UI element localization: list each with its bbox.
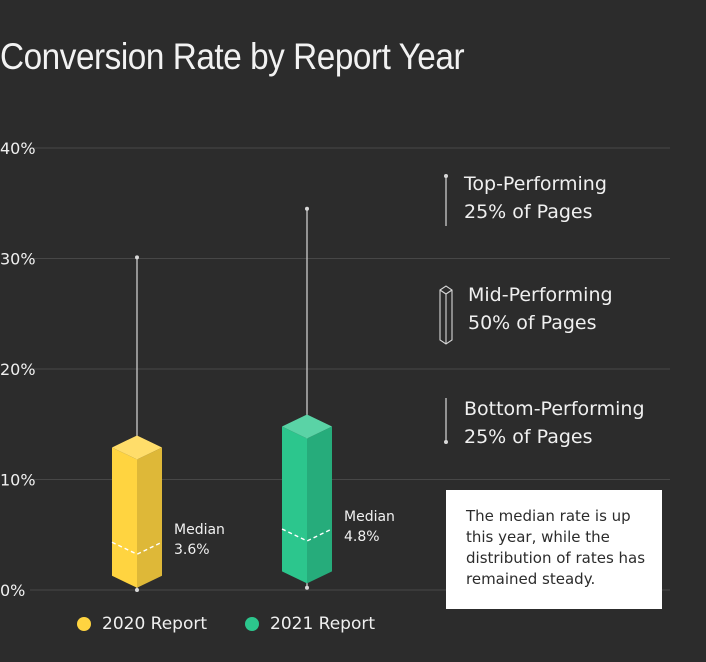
legend-item-2021: 2021 Report	[245, 614, 375, 634]
box-face-left-0	[112, 447, 137, 588]
key-bottom-line1: Bottom-Performing	[464, 398, 645, 420]
key-top-cap	[444, 174, 448, 178]
box-group-0	[111, 255, 163, 592]
median-line-0	[111, 541, 163, 555]
key-mid-prism-edge-a	[439, 289, 447, 295]
median-line-1	[281, 528, 333, 542]
whisker-max-cap-1	[305, 206, 309, 211]
median-label-1: Median	[344, 509, 395, 525]
key-top-line1: Top-Performing	[463, 173, 607, 195]
key-mid-line1: Mid-Performing	[468, 284, 613, 306]
key-top-line2: 25% of Pages	[464, 201, 593, 223]
key-mid-prism	[439, 285, 453, 345]
legend-swatch-2020	[77, 617, 91, 631]
whisker-min-cap-1	[305, 585, 309, 590]
median-value-0: 3.6%	[174, 542, 210, 558]
y-tick-label-1: 10%	[0, 471, 36, 490]
legend-item-2020: 2020 Report	[77, 614, 207, 634]
legend-swatch-2021	[245, 617, 259, 631]
whisker-min-cap-0	[135, 588, 139, 592]
box-face-top-0	[112, 435, 162, 460]
key-bottom-line2: 25% of Pages	[464, 426, 593, 448]
y-tick-label-3: 30%	[0, 250, 36, 269]
chart-title: Conversion Rate by Report Year	[0, 36, 465, 77]
key-bottom-cap	[444, 440, 448, 444]
annotation-note: The median rate is up this year, while t…	[446, 490, 662, 609]
median-label-0: Median	[174, 522, 225, 538]
box-face-right-1	[307, 426, 332, 584]
legend-label-2020: 2020 Report	[102, 614, 208, 634]
whisker-max-cap-0	[135, 255, 139, 260]
box-face-right-0	[137, 447, 162, 588]
key-mid-prism-outline	[439, 285, 453, 345]
median-value-1: 4.8%	[344, 529, 380, 545]
box-face-top-1	[282, 414, 332, 439]
legend-label-2021: 2021 Report	[270, 614, 376, 634]
key-mid-line2: 50% of Pages	[468, 312, 597, 334]
y-tick-label-4: 40%	[0, 139, 36, 158]
box-group-1	[281, 206, 333, 590]
box-face-left-1	[282, 426, 307, 584]
y-tick-label-2: 20%	[0, 360, 36, 379]
y-tick-label-0: 0%	[0, 581, 25, 600]
key-mid-prism-edge-b	[445, 289, 453, 295]
